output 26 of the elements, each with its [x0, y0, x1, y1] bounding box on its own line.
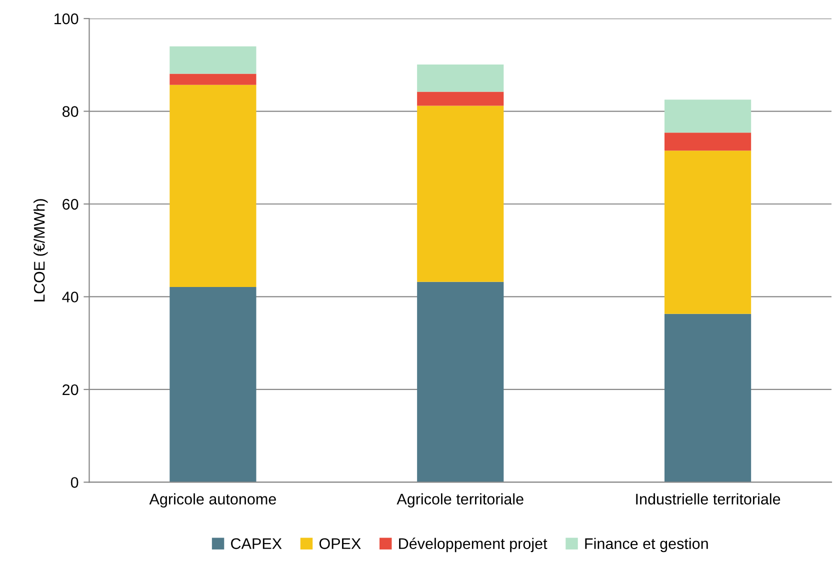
bar	[417, 106, 504, 282]
legend-label: Finance et gestion	[585, 538, 708, 552]
legend-label: Développement projet	[399, 538, 548, 552]
bar	[664, 314, 752, 482]
legend-label: OPEX	[319, 538, 361, 550]
y-tick-label: 80	[62, 106, 78, 117]
x-tick-label: Agricole autonome	[149, 493, 276, 508]
y-tick-label: 0	[70, 477, 78, 488]
y-tick-label: 40	[62, 292, 78, 302]
bar	[664, 150, 752, 314]
y-axis-title: LCOE (€/MWh)	[34, 199, 48, 302]
bar	[664, 100, 752, 133]
bar	[417, 92, 504, 106]
legend-label: CAPEX	[231, 538, 282, 550]
bar	[664, 132, 752, 151]
bar	[417, 282, 504, 482]
bar	[170, 287, 256, 482]
x-tick-label: Industrielle territoriale	[636, 493, 780, 505]
bar	[170, 84, 256, 287]
y-tick-label: 60	[62, 198, 78, 210]
y-tick-label: 100	[54, 13, 78, 24]
bar	[417, 64, 504, 92]
x-tick-label: Agricole territoriale	[396, 493, 524, 508]
bar	[170, 46, 256, 74]
y-tick-label: 20	[62, 384, 78, 396]
bar	[170, 74, 256, 85]
